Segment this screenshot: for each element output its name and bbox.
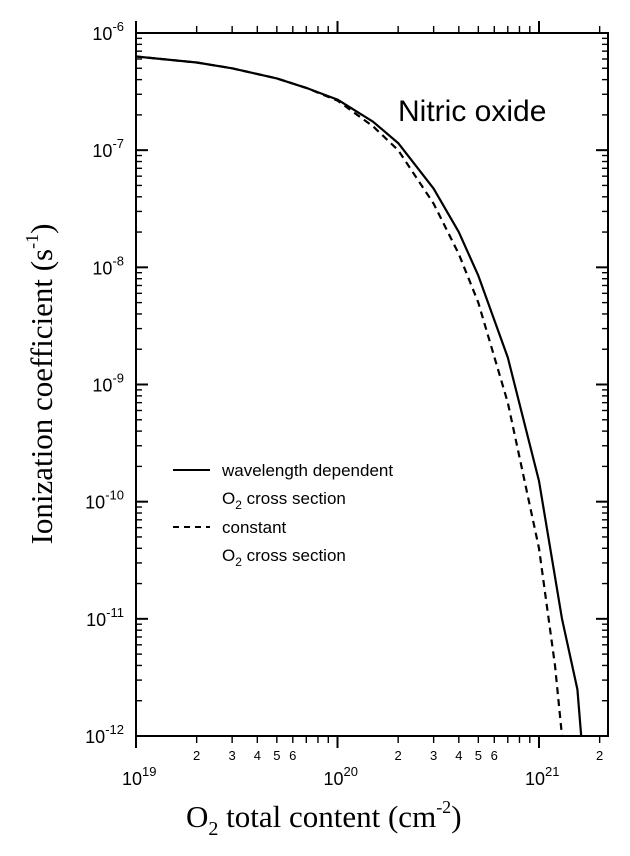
x-tick-label: 1020 [324,764,359,789]
x-minor-label: 4 [254,748,261,763]
y-tick-label: 10-8 [92,253,124,278]
x-minor-label: 2 [193,748,200,763]
y-tick-label: 10-9 [92,371,124,396]
x-minor-label: 6 [289,748,296,763]
plot-frame [135,32,609,737]
x-minor-label: 2 [395,748,402,763]
legend-solid-label-line2: O2 cross section [222,489,346,512]
series-line-dashed [135,55,564,737]
x-axis-title: O2 total content (cm-2) [186,797,462,840]
x-tick-label: 1019 [122,764,157,789]
legend-solid-label: wavelength dependent [221,461,393,480]
y-tick-label: 10-7 [92,136,124,161]
legend: wavelength dependent O2 cross section co… [173,461,393,569]
axis-ticks [135,21,608,748]
x-minor-label: 3 [229,748,236,763]
chart-title: Nitric oxide [398,95,546,128]
data-series [135,55,583,737]
legend-dashed-label: constant [222,518,287,537]
x-tick-label: 1021 [525,764,560,789]
x-minor-label: 4 [455,748,462,763]
x-minor-label: 6 [491,748,498,763]
x-minor-label: 5 [273,748,280,763]
x-minor-label: 2 [596,748,603,763]
x-minor-label: 3 [430,748,437,763]
x-minor-label: 5 [475,748,482,763]
y-tick-label: 10-12 [85,722,124,747]
y-tick-label: 10-11 [86,605,124,630]
y-tick-label: 10-6 [92,19,124,44]
y-axis-title: Ionization coefficient (s-1) [22,224,59,545]
y-tick-labels: 10-6 10-7 10-8 10-9 10-10 10-11 10-12 [85,19,124,747]
series-line-solid [135,55,583,737]
legend-dashed-label-line2: O2 cross section [222,546,346,569]
y-tick-label: 10-10 [85,488,124,513]
